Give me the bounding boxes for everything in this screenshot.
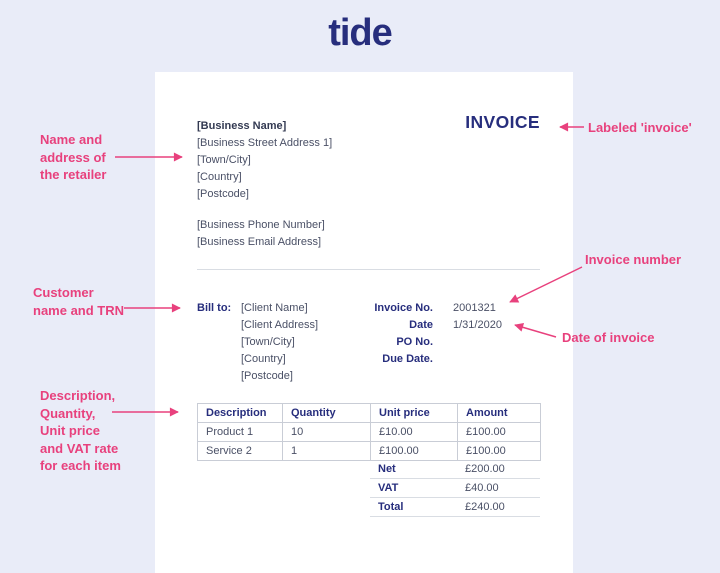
net-value: £200.00	[465, 463, 505, 475]
client-line: [Client Name]	[241, 302, 308, 314]
header-description: Description	[197, 403, 283, 423]
header-amount: Amount	[457, 403, 541, 423]
business-address-line: [Business Street Address 1]	[197, 137, 333, 149]
client-line: [Country]	[241, 353, 286, 365]
invoice-title: INVOICE	[465, 112, 540, 132]
invoice-no-label: Invoice No.	[374, 302, 433, 314]
invoice-meta: Invoice No. 2001321 Date 1/31/2020 PO No…	[355, 300, 563, 368]
po-no-label: PO No.	[396, 336, 433, 348]
vat-row: VAT £40.00	[370, 479, 540, 498]
annotation-retailer-address: Name and address of the retailer	[40, 132, 107, 182]
net-row: Net £200.00	[370, 460, 540, 479]
section-divider	[197, 269, 540, 270]
due-date-value	[453, 351, 563, 368]
business-phone: [Business Phone Number]	[197, 219, 325, 231]
business-email: [Business Email Address]	[197, 236, 322, 248]
cell-quantity: 1	[282, 441, 371, 461]
total-row: Total £240.00	[370, 498, 540, 517]
business-name: [Business Name]	[197, 120, 287, 132]
invoice-document: [Business Name] [Business Street Address…	[155, 72, 573, 573]
header-quantity: Quantity	[282, 403, 371, 423]
items-table-header-row: Description Quantity Unit price Amount	[197, 403, 541, 423]
vat-label: VAT	[378, 482, 399, 494]
header-unit-price: Unit price	[370, 403, 458, 423]
business-block: [Business Name] [Business Street Address…	[197, 118, 332, 251]
cell-description: Service 2	[197, 441, 283, 461]
po-no-value	[453, 334, 563, 351]
annotation-line-items: Description, Quantity, Unit price and VA…	[40, 388, 121, 473]
business-address-line: [Town/City]	[197, 154, 251, 166]
client-lines: [Client Name] [Client Address] [Town/Cit…	[241, 300, 318, 385]
bill-to-block: Bill to: [Client Name] [Client Address] …	[197, 300, 318, 385]
client-line: [Postcode]	[241, 370, 293, 382]
annotation-customer-trn: Customer name and TRN	[33, 285, 125, 318]
cell-unit-price: £100.00	[370, 441, 458, 461]
cell-amount: £100.00	[457, 441, 541, 461]
cell-quantity: 10	[282, 422, 371, 442]
total-label: Total	[378, 501, 404, 513]
client-line: [Client Address]	[241, 319, 319, 331]
vat-value: £40.00	[465, 482, 499, 494]
cell-amount: £100.00	[457, 422, 541, 442]
spacer	[197, 203, 332, 217]
invoice-no-value: 2001321	[453, 302, 496, 314]
business-address-line: [Postcode]	[197, 188, 249, 200]
date-value: 1/31/2020	[453, 319, 502, 331]
table-row: Service 2 1 £100.00 £100.00	[197, 441, 541, 461]
net-label: Net	[378, 463, 396, 475]
cell-unit-price: £10.00	[370, 422, 458, 442]
annotation-date-of-invoice: Date of invoice	[562, 330, 655, 345]
totals-block: Net £200.00 VAT £40.00 Total £240.00	[370, 460, 540, 517]
tide-logo: tide	[328, 12, 393, 54]
items-table: Description Quantity Unit price Amount P…	[197, 403, 541, 461]
total-value: £240.00	[465, 501, 505, 513]
table-row: Product 1 10 £10.00 £100.00	[197, 422, 541, 442]
bill-to-label: Bill to:	[197, 302, 232, 314]
business-address-line: [Country]	[197, 171, 242, 183]
annotation-labeled-invoice: Labeled 'invoice'	[588, 120, 692, 135]
due-date-label: Due Date.	[382, 353, 433, 365]
annotation-invoice-number: Invoice number	[585, 252, 682, 267]
date-label: Date	[409, 319, 433, 331]
cell-description: Product 1	[197, 422, 283, 442]
client-line: [Town/City]	[241, 336, 295, 348]
